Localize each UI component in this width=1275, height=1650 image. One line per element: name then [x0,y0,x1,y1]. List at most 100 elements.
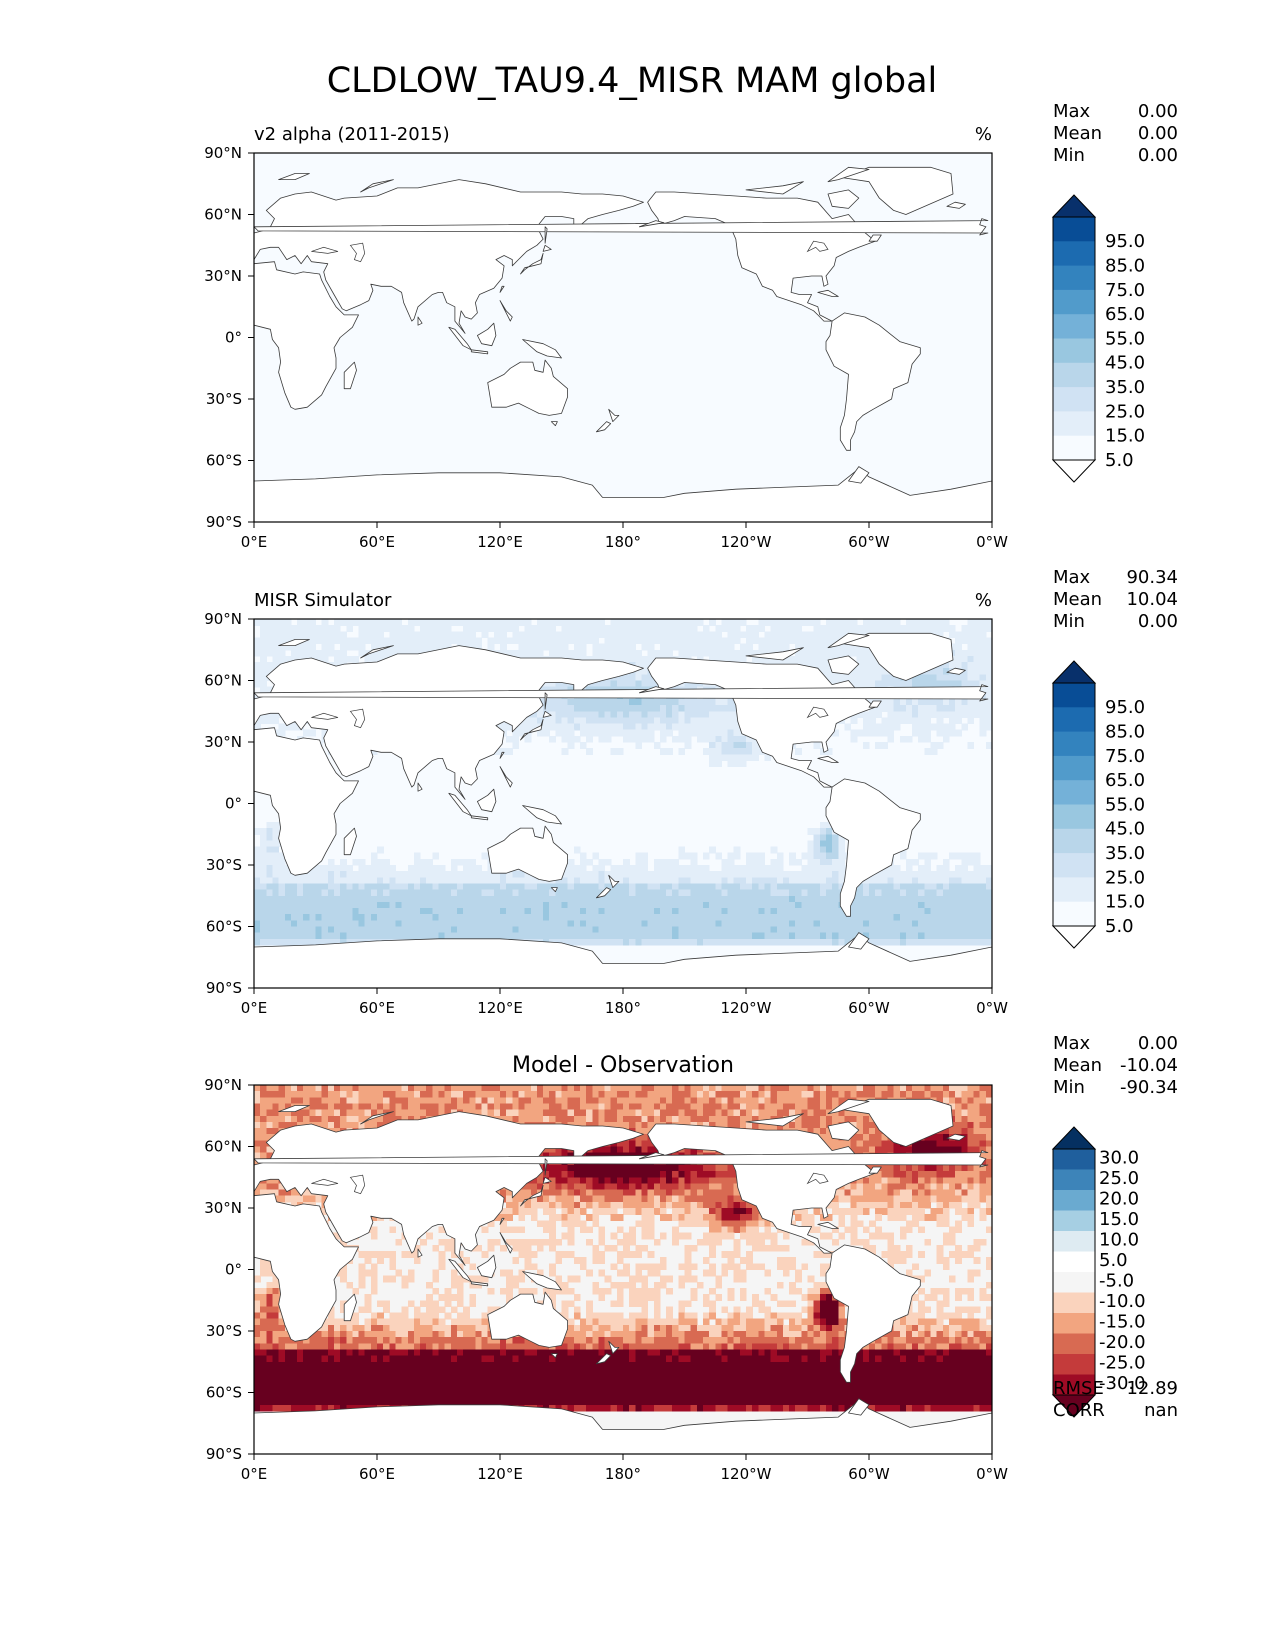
coastline-tasmania [550,887,558,893]
stats-colorbar-difference: Max 0.00 Mean -10.04 Min -90.34 30.025.020.015… [1051,1033,1178,1421]
lon-tick-label: 180° [605,999,641,1017]
colorbar-tick-label: -25.0 [1099,1353,1146,1374]
coastline-taiwan [499,751,505,759]
lon-tick-label: 60°W [848,533,890,551]
stat-label: Max [1053,1033,1091,1054]
lon-tick-label: 120°W [721,999,772,1017]
coastline-novaya [360,1111,394,1125]
stat-label: Max [1053,567,1091,588]
stat-value: 0.00 [1138,611,1178,632]
coastline-antarctica_pen [848,466,870,484]
colorbar-tick-label: 45.0 [1105,353,1145,374]
lon-tick-label: 0°W [976,533,1008,551]
coastline-tasmania [550,1353,558,1359]
lake-0 [349,1174,366,1195]
colorbar-tick-label: 20.0 [1099,1189,1139,1210]
coastline-srilanka [417,782,423,792]
axis-ticks: 90°N 60°N 30°N 0° 30°S 60°S 90°S 0°E 60°E 120°E 18… [204,144,1008,551]
coastline-eurasia [254,1111,644,1266]
colorbar-tick-label: 75.0 [1105,746,1145,767]
coastline-sumatra [448,326,472,351]
coastline-uk [254,218,989,236]
lat-tick-label: 30°N [204,733,242,751]
lake-2 [806,1172,829,1185]
stat-value: 0.00 [1138,145,1178,166]
panel-units: % [975,590,992,611]
axis-ticks: 90°N 60°N 30°N 0° 30°S 60°S 90°S 0°E 60°E 120°E 18… [204,1076,1008,1483]
coastline-baffin [827,655,860,675]
coastlines [254,632,992,988]
lon-tick-label: 60°W [848,999,890,1017]
coastline-hokkaido [542,1176,552,1184]
lat-tick-label: 30°S [206,1322,242,1340]
lon-tick-label: 180° [605,1465,641,1483]
coastline-svalbard [278,639,310,646]
lon-tick-label: 0°E [241,999,268,1017]
coastline-ellesmere [827,632,870,649]
lake-1 [311,712,339,720]
colorbar-tick-label: 85.0 [1105,721,1145,742]
coastline-alaskaisl [639,220,665,228]
stat-label: Mean [1053,123,1102,144]
colorbar-tick-label: 65.0 [1105,304,1145,325]
colorbar-tick-label: 35.0 [1105,377,1145,398]
coastline-nzn [608,874,620,888]
coastline-svalbard [278,173,310,180]
stats-colorbar-model: Max 0.00 Mean 0.00 Min 0.00 95.0 85.0 75.0 65.0 55… [1051,101,1178,483]
stat-label: Mean [1053,589,1102,610]
coastline-canarc [745,647,804,661]
coastline-samerica [825,778,921,917]
coastline-newguinea [522,339,562,359]
colorbar-tick-label: 30.0 [1099,1148,1139,1169]
colorbar-tick-label: 25.0 [1105,401,1145,422]
lake-2 [806,706,829,719]
panel-model: v2 alpha (2011-2015) % 90°N 60°N 30°N 0° 30°… [204,124,1008,551]
colorbar-tick-label: -15.0 [1099,1312,1146,1333]
stat-label: RMSE [1053,1378,1104,1399]
colorbar-tick-label: 55.0 [1105,794,1145,815]
coastline-samerica [825,312,921,451]
coastline-madagascar [343,827,357,856]
coastline-ellesmere [827,1098,870,1115]
coastline-antarctica [254,1400,992,1454]
colorbar-tick-label: -5.0 [1099,1271,1134,1292]
stat-label: Mean [1053,1055,1102,1076]
colorbar-tick-label: 5.0 [1105,916,1134,937]
coastline-africa [254,727,359,876]
panel-left-title: v2 alpha (2011-2015) [254,124,450,145]
figure-title: CLDLOW_TAU9.4_MISR MAM global [327,61,938,101]
coastline-svalbard [278,1105,310,1112]
lat-tick-label: 90°S [206,513,242,531]
coastline-baffin [827,1121,860,1141]
colorbar-tick-label: 35.0 [1105,843,1145,864]
coastline-newfoundland [868,700,882,708]
panel-difference: Model - Observation 90°N 60°N 30°N 0° 30°S 60… [204,1053,1008,1483]
lon-tick-label: 60°E [359,533,395,551]
coastline-newfoundland [868,1166,882,1174]
coastline-antarctica_pen [848,1398,870,1416]
stat-value: -90.34 [1120,1077,1178,1098]
stat-label: Min [1053,1077,1085,1098]
coastline-australia [487,1291,568,1348]
lat-tick-label: 0° [225,329,242,347]
lat-tick-label: 90°S [206,979,242,997]
coastline-hokkaido [542,710,552,718]
colorbar-tick-label: 10.0 [1099,1230,1139,1251]
coastline-borneo [477,1254,497,1279]
panel-observation: MISR Simulator % 90°N60°N30°N0°30°S60°S9… [204,590,1008,1017]
colorbar-tick-label: 15.0 [1105,892,1145,913]
coastline-iceland [946,667,966,675]
stat-value: nan [1144,1400,1178,1421]
lat-tick-label: 30°S [206,856,242,874]
coastline-java [470,349,489,355]
lake-2 [806,240,829,253]
lat-tick-label: 30°S [206,390,242,408]
coastline-madagascar [343,361,357,390]
coastline-greenland [842,166,954,215]
coastline-borneo [477,322,497,347]
coastlines [254,1098,992,1454]
lake-1 [311,1178,339,1186]
coastlines [254,166,992,522]
coastline-japan [520,1185,544,1207]
